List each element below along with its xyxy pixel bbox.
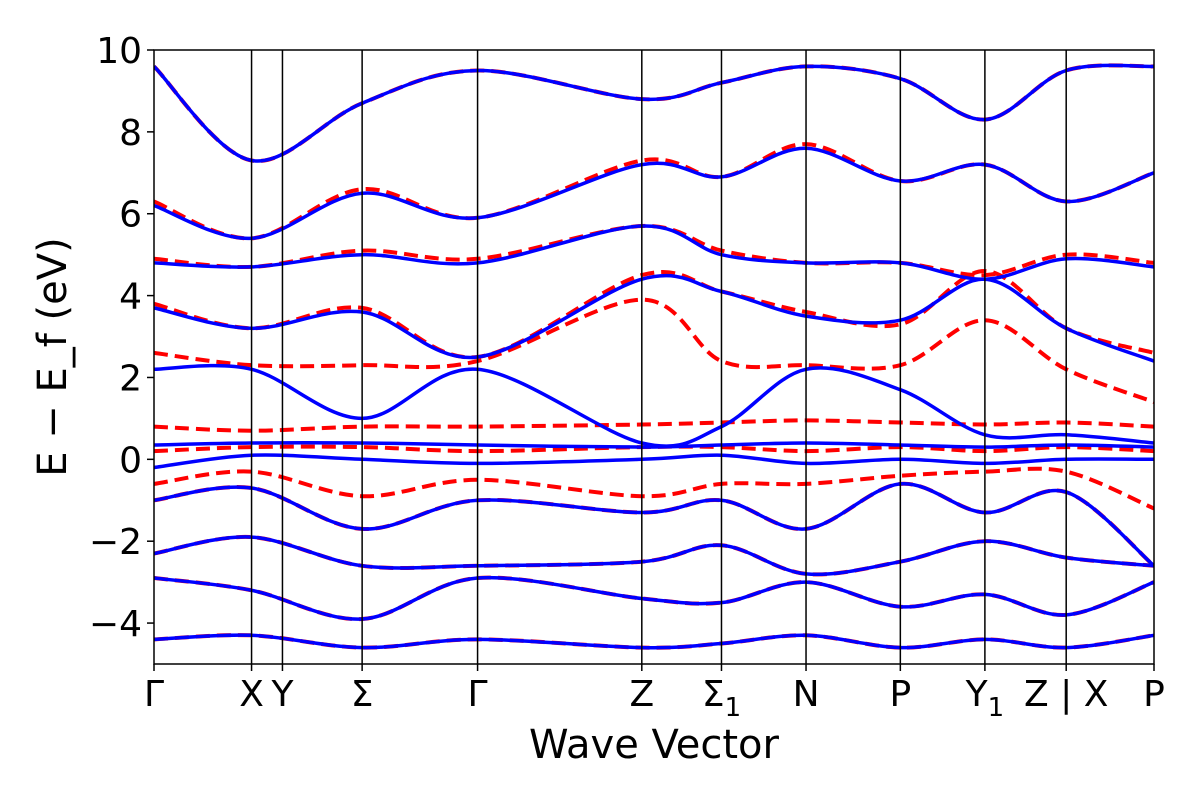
x-axis-title: Wave Vector [529, 722, 780, 768]
high-symmetry-lines [250, 50, 1067, 664]
y-tick-label: 8 [119, 113, 142, 154]
solid-band-1 [154, 633, 1154, 650]
y-tick-label: 2 [119, 358, 142, 399]
y-tick-label: 6 [119, 195, 142, 236]
x-tick-label: Z [629, 674, 654, 715]
x-tick-label: P [889, 674, 911, 715]
solid-band-2 [154, 575, 1154, 621]
x-tick-label: Γ [468, 674, 488, 715]
x-tick-label: Γ [144, 674, 164, 715]
solid-band-6 [154, 440, 1154, 449]
y-tick-label: 4 [119, 277, 142, 318]
y-tick-label: −4 [89, 604, 142, 645]
x-tick-label: P [1143, 674, 1165, 715]
y-axis-ticks: −4 −2 0 2 4 6 8 10 [89, 31, 154, 645]
dashed-band-10 [154, 223, 1154, 278]
solid-band-10 [154, 146, 1154, 241]
solid-band-11 [154, 63, 1154, 163]
y-tick-label: 0 [119, 440, 142, 481]
dashed-band-5 [154, 466, 1154, 511]
y-tick-label: −2 [89, 522, 142, 563]
x-tick-label: Σ [351, 674, 374, 715]
solid-bands-group [154, 63, 1154, 650]
x-tick-label: Y [270, 674, 294, 715]
solid-band-9 [154, 224, 1154, 281]
dashed-band-7 [154, 418, 1154, 433]
dashed-band-8 [154, 297, 1154, 404]
x-tick-label: X [239, 674, 264, 715]
y-tick-label: 10 [96, 31, 142, 72]
plot-frame [153, 49, 1155, 665]
solid-band-8 [154, 273, 1154, 363]
x-tick-label: Z | X [1024, 674, 1108, 715]
y-axis-title: E − E_f (eV) [30, 237, 76, 476]
solid-band-3 [154, 535, 1154, 577]
solid-band-4 [154, 482, 1154, 568]
solid-band-5 [154, 453, 1154, 470]
solid-band-7 [154, 363, 1154, 448]
x-tick-label: N [793, 674, 820, 715]
